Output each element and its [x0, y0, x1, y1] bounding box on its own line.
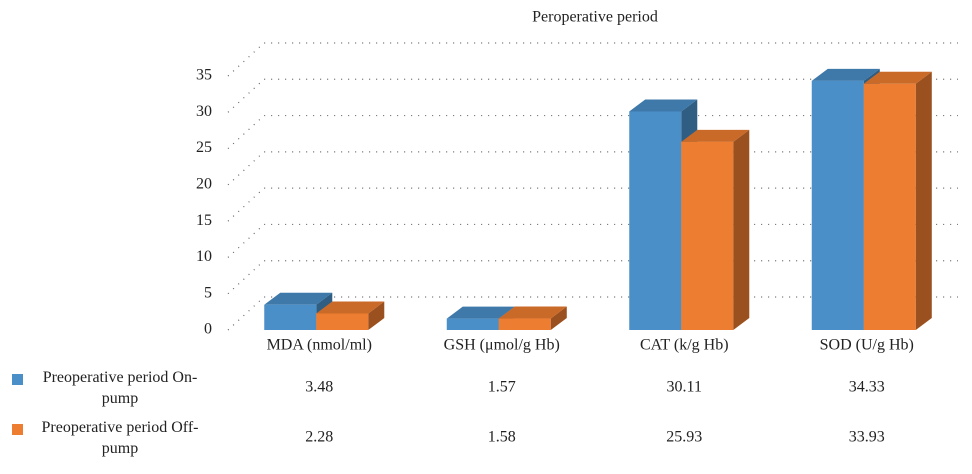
table-value: 33.93	[849, 429, 885, 446]
y-tick-label: 5	[204, 284, 212, 301]
legend-label: Preoperative period Off-pump	[41, 419, 199, 457]
bar-top	[264, 292, 333, 305]
bar-top	[863, 71, 932, 84]
y-tick-label: 20	[196, 176, 212, 193]
bar-top	[316, 301, 385, 314]
bar-top-shade	[811, 68, 880, 81]
x-tick-label: SOD (U/g Hb)	[820, 337, 914, 354]
y-tick-label: 15	[196, 212, 212, 229]
table-value: 30.11	[667, 379, 702, 396]
bar-top	[498, 306, 567, 319]
bar-top	[629, 99, 698, 112]
chart-title: Peroperative period	[532, 9, 658, 26]
y-tick-label: 0	[204, 321, 212, 338]
bar-top-shade	[316, 301, 385, 314]
bar	[629, 111, 682, 330]
bar-top	[681, 129, 750, 142]
bar	[498, 318, 551, 330]
bar-side-shade	[368, 301, 385, 330]
table-value: 2.28	[305, 429, 333, 446]
table-value: 1.58	[488, 429, 516, 446]
x-tick-label: GSH (μmol/g Hb)	[444, 337, 560, 354]
bar	[681, 141, 734, 330]
y-tick-label: 10	[196, 248, 212, 265]
table-value: 25.93	[666, 429, 702, 446]
legend-label: Preoperative period On-pump	[42, 369, 198, 407]
bar-top-shade	[681, 129, 750, 142]
table-value: 3.48	[305, 379, 333, 396]
bar-top	[811, 68, 880, 81]
bar-side-shade	[915, 71, 932, 331]
x-tick-label: MDA (nmol/ml)	[267, 337, 372, 354]
bar-side-shade	[733, 129, 750, 330]
bar	[446, 318, 499, 330]
bar-side	[733, 129, 750, 330]
legend-swatch	[12, 424, 23, 435]
bar-side	[915, 71, 932, 331]
bar	[811, 80, 864, 330]
x-tick-label: CAT (k/g Hb)	[640, 337, 729, 354]
bar-top-shade	[863, 71, 932, 84]
bar-side	[368, 301, 385, 330]
grid-line	[227, 114, 958, 150]
bar-top-shade	[446, 306, 515, 319]
grid-line	[227, 42, 958, 77]
bar-top-shade	[629, 99, 698, 112]
bar	[863, 83, 916, 331]
y-tick-label: 35	[196, 67, 212, 84]
table-value: 34.33	[849, 379, 885, 396]
table-value: 1.57	[488, 379, 516, 396]
bar-side	[550, 306, 567, 330]
bar-top	[446, 306, 515, 319]
y-tick-label: 30	[196, 103, 212, 120]
y-tick-label: 25	[196, 139, 212, 156]
legend-swatch	[12, 374, 23, 385]
bar	[316, 313, 369, 330]
bar	[264, 304, 317, 330]
bar-top-shade	[264, 292, 333, 305]
bar-side-shade	[550, 306, 567, 330]
grid-line	[227, 78, 958, 113]
bar-top-shade	[498, 306, 567, 319]
